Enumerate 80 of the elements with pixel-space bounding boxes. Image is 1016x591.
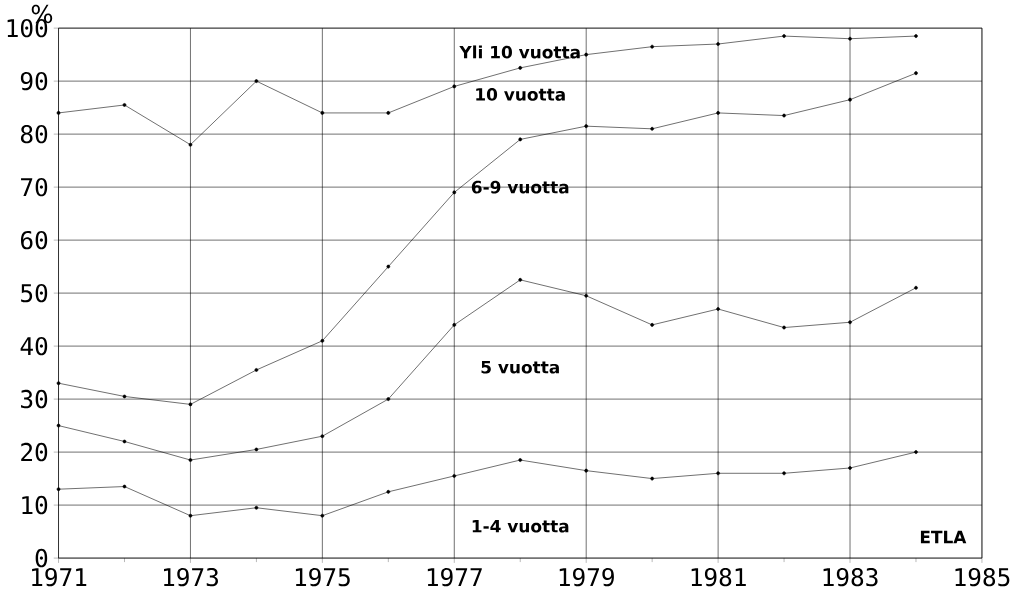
annotation: Yli 10 vuotta — [459, 45, 580, 59]
x-tick-label: 1977 — [427, 567, 482, 587]
point — [56, 487, 61, 492]
y-tick-label: 60 — [20, 230, 48, 250]
x-tick-label: 1973 — [164, 567, 218, 587]
point — [848, 466, 852, 470]
point — [848, 320, 852, 325]
point — [122, 103, 127, 107]
point — [914, 34, 918, 38]
y-tick-label: 40 — [20, 336, 48, 356]
point — [188, 513, 193, 518]
y-tick-label: 0 — [35, 548, 48, 568]
point — [584, 124, 589, 128]
point — [914, 71, 918, 75]
annotation: 6-9 vuotta — [471, 180, 569, 194]
point — [518, 278, 523, 282]
point — [452, 84, 457, 89]
point — [254, 505, 259, 510]
annotation: 5 vuotta — [481, 360, 559, 374]
point — [320, 513, 325, 518]
point — [584, 293, 589, 298]
point — [518, 458, 523, 462]
point — [716, 307, 720, 311]
point — [254, 368, 259, 372]
point — [386, 111, 391, 115]
x-tick-label: 1985 — [955, 567, 1010, 587]
y-tick-label: 70 — [21, 177, 48, 197]
point — [716, 111, 720, 115]
point — [650, 126, 654, 131]
point — [56, 381, 61, 386]
point — [716, 42, 720, 46]
point — [914, 285, 918, 290]
y-tick-label: 10 — [22, 495, 48, 515]
point — [386, 490, 391, 494]
point — [320, 111, 325, 115]
point — [188, 458, 193, 462]
point — [254, 79, 259, 83]
x-tick-label: 1979 — [559, 567, 614, 587]
x-tick-label: 1981 — [691, 567, 746, 587]
y-tick-label: 20 — [21, 442, 48, 462]
y-tick-label: 80 — [20, 124, 48, 144]
point — [782, 325, 786, 330]
annotation: ETLA — [920, 530, 967, 544]
point — [782, 113, 786, 118]
point — [188, 402, 193, 407]
point — [122, 439, 127, 444]
point — [782, 34, 786, 38]
point — [452, 190, 457, 195]
point — [914, 450, 918, 454]
point — [386, 397, 391, 401]
x-tick-label: 1983 — [823, 567, 878, 587]
point — [452, 323, 457, 327]
point — [320, 434, 325, 439]
point — [518, 66, 523, 70]
point — [56, 423, 61, 428]
y-tick-label: 30 — [21, 389, 48, 409]
point — [452, 474, 457, 478]
y-tick-label: 90 — [20, 71, 48, 91]
annotation: 1-4 vuotta — [472, 519, 569, 533]
point — [320, 338, 325, 343]
point — [518, 137, 523, 142]
point — [254, 447, 259, 452]
point — [650, 476, 654, 481]
point — [584, 52, 589, 57]
point — [188, 142, 193, 147]
point — [716, 471, 720, 476]
point — [584, 468, 589, 473]
point — [650, 44, 654, 49]
point — [782, 471, 786, 476]
point — [650, 323, 654, 327]
point — [848, 97, 852, 102]
point — [122, 484, 127, 489]
x-tick-label: 1975 — [295, 567, 350, 587]
x-tick-label: 1971 — [32, 567, 87, 587]
point — [122, 394, 127, 399]
point — [848, 36, 852, 41]
point — [56, 111, 61, 115]
point — [386, 264, 391, 269]
annotation: 10 vuotta — [476, 87, 565, 101]
y-tick-label: 50 — [21, 283, 48, 303]
